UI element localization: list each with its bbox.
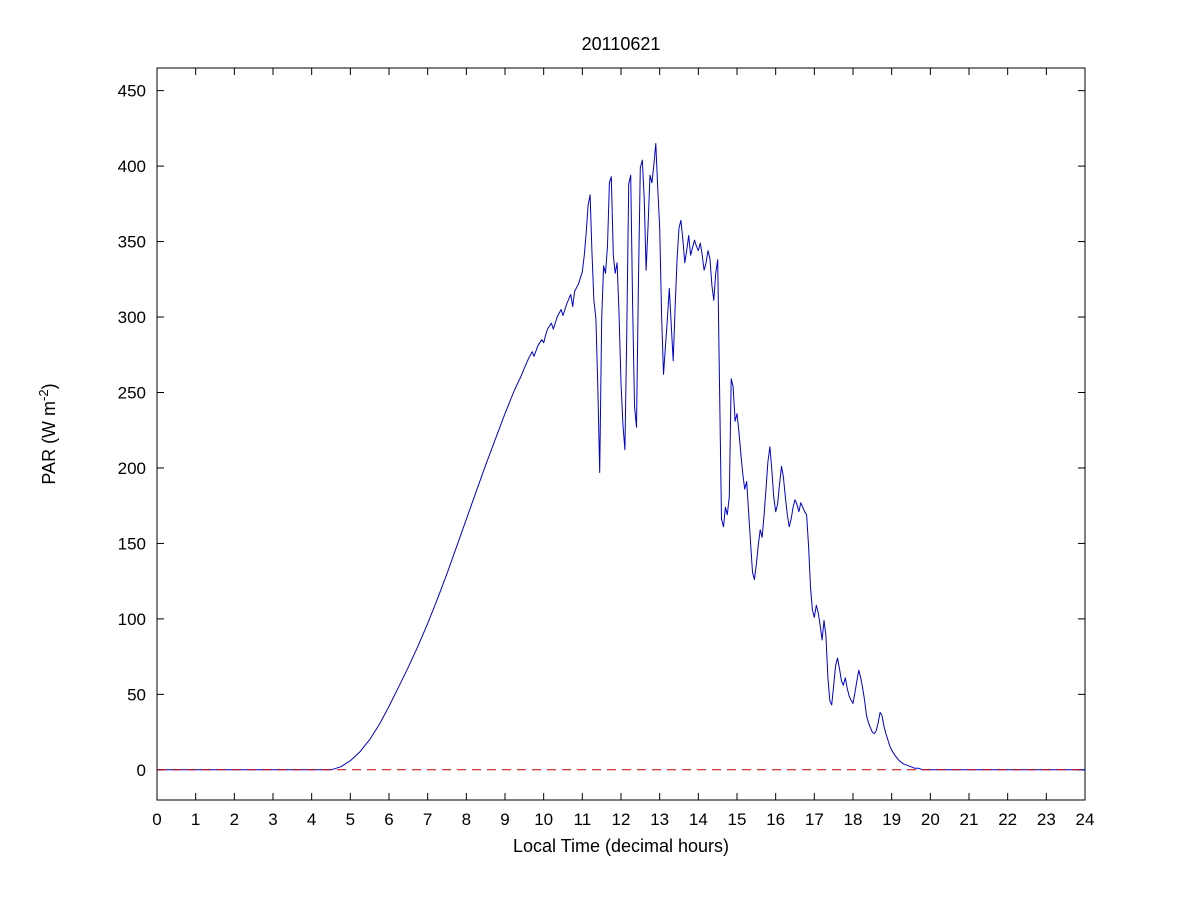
x-tick-label: 19 <box>882 810 901 829</box>
x-tick-label: 1 <box>191 810 200 829</box>
x-tick-label: 17 <box>805 810 824 829</box>
x-tick-label: 13 <box>650 810 669 829</box>
x-tick-label: 2 <box>230 810 239 829</box>
y-tick-label: 150 <box>118 534 146 553</box>
x-tick-label: 8 <box>462 810 471 829</box>
x-tick-label: 0 <box>152 810 161 829</box>
x-tick-label: 12 <box>612 810 631 829</box>
y-tick-label: 200 <box>118 459 146 478</box>
y-axis-label-end: ) <box>39 383 59 390</box>
x-tick-label: 15 <box>728 810 747 829</box>
x-tick-label: 5 <box>346 810 355 829</box>
x-tick-label: 9 <box>500 810 509 829</box>
x-tick-label: 20 <box>921 810 940 829</box>
axes-box <box>156 67 1086 801</box>
y-axis-label-main: PAR (W m <box>39 400 59 485</box>
series-par <box>157 143 1085 771</box>
y-tick-label: 350 <box>118 233 146 252</box>
y-tick-label: 100 <box>118 610 146 629</box>
x-tick-label: 7 <box>423 810 432 829</box>
x-tick-label: 18 <box>844 810 863 829</box>
y-tick-label: 250 <box>118 383 146 402</box>
y-tick-label: 300 <box>118 308 146 327</box>
x-tick-label: 14 <box>689 810 708 829</box>
y-tick-label: 0 <box>137 761 146 780</box>
y-axis-label: PAR (W m-2) <box>36 383 60 484</box>
x-tick-label: 24 <box>1076 810 1095 829</box>
y-tick-label: 450 <box>118 82 146 101</box>
y-tick-label: 50 <box>127 685 146 704</box>
x-tick-label: 3 <box>268 810 277 829</box>
x-tick-label: 10 <box>534 810 553 829</box>
x-tick-label: 4 <box>307 810 316 829</box>
x-tick-label: 11 <box>574 810 592 829</box>
y-axis-label-superscript: -2 <box>36 389 51 401</box>
x-tick-label: 21 <box>960 810 979 829</box>
x-tick-label: 22 <box>998 810 1017 829</box>
y-tick-label: 400 <box>118 157 146 176</box>
chart-title: 20110621 <box>581 34 661 54</box>
x-tick-label: 23 <box>1037 810 1056 829</box>
x-tick-label: 6 <box>384 810 393 829</box>
x-axis-label: Local Time (decimal hours) <box>512 836 730 856</box>
x-tick-label: 16 <box>766 810 785 829</box>
